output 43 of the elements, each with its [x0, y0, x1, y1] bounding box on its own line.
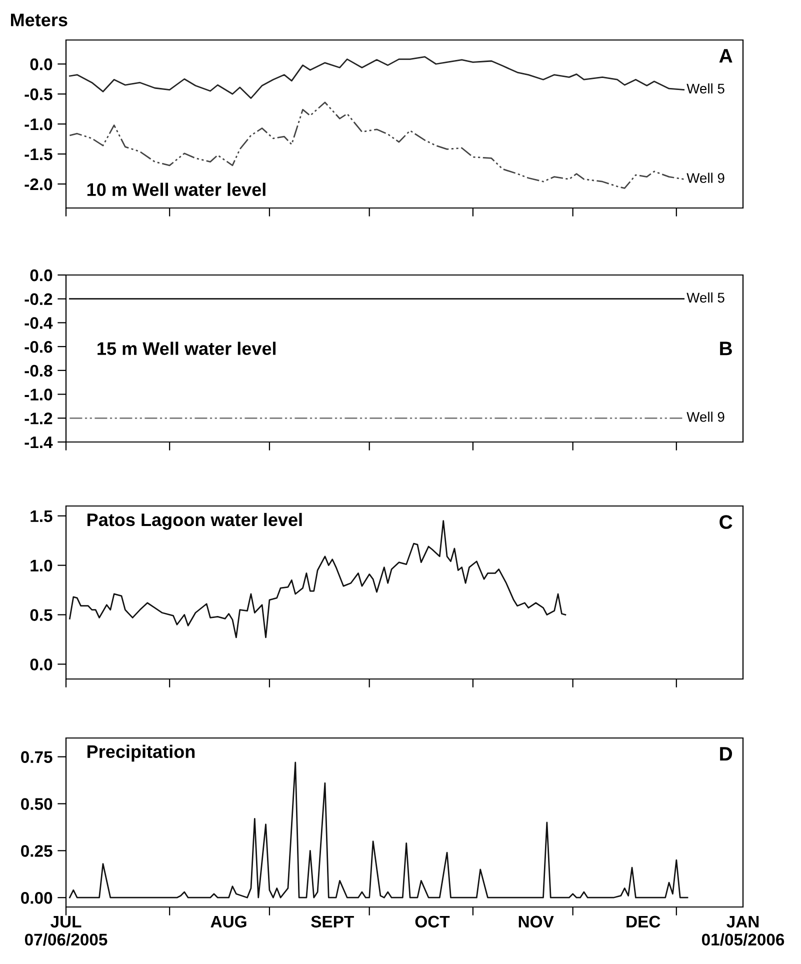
series-label: Well 9 — [686, 412, 724, 422]
y-tick-label: 0.75 — [21, 751, 52, 763]
x-tick-label: JAN 01/05/2006 — [702, 916, 784, 946]
y-tick-label: -0.8 — [24, 364, 52, 377]
y-tick-label: -0.6 — [24, 340, 52, 353]
annotation: B — [720, 342, 732, 356]
y-tick-label: -0.5 — [24, 88, 52, 100]
text: 10 m Well water level — [87, 182, 266, 196]
line-series — [69, 56, 685, 99]
y-tick-label: -0.4 — [24, 317, 53, 329]
y-tick-label: -1.5 — [24, 148, 52, 160]
y-tick-label: -0.2 — [24, 293, 52, 306]
y-tick-label: 0.0 — [30, 58, 52, 70]
x-tick-label: JUL 07/06/2005 — [24, 916, 108, 946]
y-tick-label: 0.00 — [21, 892, 52, 904]
y-tick-label: 0.25 — [21, 845, 52, 857]
y-tick-label: 0.5 — [30, 609, 52, 621]
series-label: Well 9 — [686, 172, 724, 183]
x-tick-label: AUG — [210, 916, 246, 928]
annotation: C — [720, 515, 732, 529]
y-tick-label: 0.50 — [21, 798, 52, 810]
x-tick-label: DEC — [626, 916, 660, 928]
y-axis-title: Meters — [11, 14, 68, 26]
annotation: D — [720, 747, 732, 761]
y-tick-label: 1.0 — [30, 560, 52, 572]
annotation: A — [719, 49, 732, 62]
y-tick-label: -2.0 — [24, 178, 52, 190]
y-tick-label: -1.0 — [24, 118, 52, 130]
x-tick-label: SEPT — [311, 916, 354, 928]
text: 15 m Well water level — [98, 342, 276, 355]
y-tick-label: 0.0 — [30, 658, 52, 670]
x-tick-label: OCT — [415, 916, 450, 928]
y-tick-label: 0.0 — [30, 269, 52, 282]
chart-title: Precipitation — [88, 744, 195, 762]
y-tick-label: -1.4 — [24, 436, 53, 448]
series-label: Well 5 — [686, 292, 724, 303]
y-tick-label: -1.0 — [24, 388, 52, 400]
y-tick-label: 1.5 — [30, 510, 52, 522]
y-tick-label: -1.2 — [24, 412, 52, 424]
series-label: Well 5 — [686, 83, 724, 94]
chart-title: Patos Lagoon water level — [88, 512, 302, 530]
x-tick-label: NOV — [518, 916, 554, 928]
line-series — [69, 762, 688, 898]
